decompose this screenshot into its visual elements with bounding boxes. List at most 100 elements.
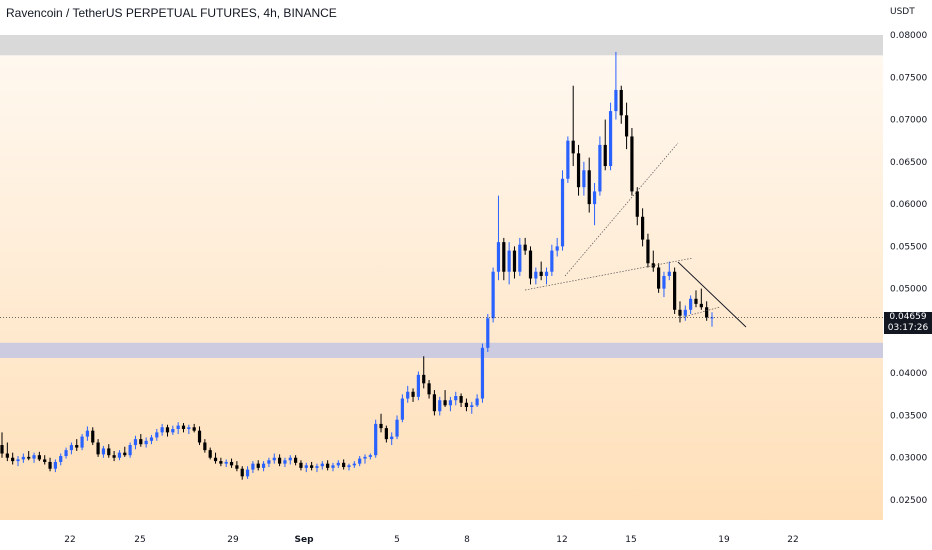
price-axis-currency: USDT bbox=[890, 7, 915, 17]
price-tick-label: 0.07000 bbox=[890, 116, 927, 126]
time-tick-label: 25 bbox=[134, 535, 145, 545]
candle-body bbox=[608, 111, 613, 167]
time-tick-label: 22 bbox=[787, 535, 798, 545]
candle-body bbox=[459, 396, 463, 403]
candle-body bbox=[507, 250, 511, 272]
candle-body bbox=[502, 242, 506, 272]
price-tick-label: 0.05500 bbox=[890, 242, 927, 252]
time-tick-label: 19 bbox=[718, 535, 730, 545]
candle-body bbox=[363, 456, 367, 459]
price-axis[interactable]: USDT 0.08000 0.07500 0.07000 0.06500 0.06000 0… bbox=[890, 7, 927, 506]
candle-body bbox=[464, 402, 469, 407]
background-gradient bbox=[0, 36, 883, 520]
candle-body bbox=[117, 452, 122, 458]
time-tick-label: 5 bbox=[394, 535, 400, 545]
candle-body bbox=[208, 450, 212, 458]
candle-countdown: 03:17:26 bbox=[887, 323, 929, 333]
candle-body bbox=[176, 425, 180, 429]
candle-body bbox=[0, 445, 4, 454]
candle-body bbox=[427, 383, 431, 395]
candle-body bbox=[448, 400, 453, 406]
candle-body bbox=[144, 440, 148, 445]
candle-body bbox=[416, 374, 420, 397]
current-price-value: 0.04659 bbox=[889, 312, 927, 322]
candle-body bbox=[64, 450, 68, 457]
candle-body bbox=[598, 144, 602, 192]
candle-body bbox=[646, 239, 650, 264]
candle-body bbox=[5, 453, 9, 458]
candle-body bbox=[251, 463, 255, 470]
candle-body bbox=[261, 463, 266, 468]
candle-body bbox=[390, 436, 394, 440]
candle-body bbox=[160, 427, 164, 433]
candle-body bbox=[187, 427, 191, 429]
candle-body bbox=[619, 89, 623, 116]
candle-body bbox=[213, 457, 218, 462]
candle-body bbox=[603, 144, 607, 167]
candle-body bbox=[395, 419, 399, 437]
candles-layer bbox=[0, 51, 714, 480]
candle-body bbox=[123, 452, 127, 456]
candle-body bbox=[229, 461, 234, 466]
candle-body bbox=[555, 246, 559, 251]
candle-body bbox=[101, 448, 106, 455]
candle-body bbox=[571, 140, 575, 154]
candle-body bbox=[21, 456, 25, 460]
candle-body bbox=[181, 425, 186, 429]
candle-body bbox=[683, 309, 687, 316]
candle-body bbox=[133, 439, 138, 446]
candle-body bbox=[11, 457, 15, 462]
candle-body bbox=[678, 309, 682, 316]
time-tick-label: 12 bbox=[556, 535, 567, 545]
price-tick-label: 0.06000 bbox=[890, 200, 927, 210]
candle-body bbox=[347, 465, 351, 468]
candle-body bbox=[16, 459, 20, 462]
zones-layer bbox=[0, 35, 883, 358]
candle-body bbox=[496, 242, 501, 272]
zone-2 bbox=[0, 342, 883, 358]
candle-body bbox=[219, 461, 223, 464]
candle-body bbox=[635, 191, 639, 217]
candle-body bbox=[422, 374, 426, 384]
candle-body bbox=[304, 465, 308, 468]
candle-body bbox=[358, 458, 362, 464]
candle-body bbox=[587, 170, 591, 205]
candle-body bbox=[165, 427, 170, 433]
chart-title: Ravencoin / TetherUS PERPETUAL FUTURES, … bbox=[6, 6, 337, 20]
candle-body bbox=[689, 298, 693, 310]
candle-body bbox=[245, 469, 250, 477]
candle-body bbox=[614, 89, 618, 112]
candle-body bbox=[411, 391, 415, 397]
candle-body bbox=[107, 448, 111, 456]
candle-body bbox=[694, 298, 698, 304]
price-tick-label: 0.05000 bbox=[890, 285, 927, 295]
candle-body bbox=[315, 466, 319, 468]
candle-body bbox=[528, 250, 533, 279]
candle-body bbox=[544, 271, 549, 276]
candle-body bbox=[171, 428, 175, 433]
time-tick-label: 22 bbox=[64, 535, 75, 545]
candle-body bbox=[192, 427, 196, 431]
candle-body bbox=[491, 271, 495, 319]
candle-body bbox=[576, 153, 581, 188]
zone-1 bbox=[0, 35, 883, 56]
price-tick-label: 0.02500 bbox=[890, 496, 927, 506]
candle-body bbox=[518, 244, 522, 272]
price-tick-label: 0.03500 bbox=[890, 411, 927, 421]
candle-body bbox=[48, 461, 52, 469]
candle-body bbox=[155, 432, 159, 438]
candle-body bbox=[667, 271, 671, 276]
candle-body bbox=[139, 439, 143, 445]
candle-body bbox=[294, 457, 298, 463]
candle-body bbox=[310, 465, 314, 468]
candle-body bbox=[438, 400, 442, 412]
time-axis[interactable]: 22 25 29 Sep 5 8 12 15 19 22 bbox=[64, 535, 798, 545]
candle-body bbox=[277, 457, 282, 464]
candle-body bbox=[443, 400, 447, 406]
candle-body bbox=[512, 250, 517, 272]
candle-body bbox=[197, 430, 202, 443]
candle-body bbox=[400, 398, 404, 420]
candle-body bbox=[662, 275, 666, 289]
candle-body bbox=[710, 317, 714, 319]
